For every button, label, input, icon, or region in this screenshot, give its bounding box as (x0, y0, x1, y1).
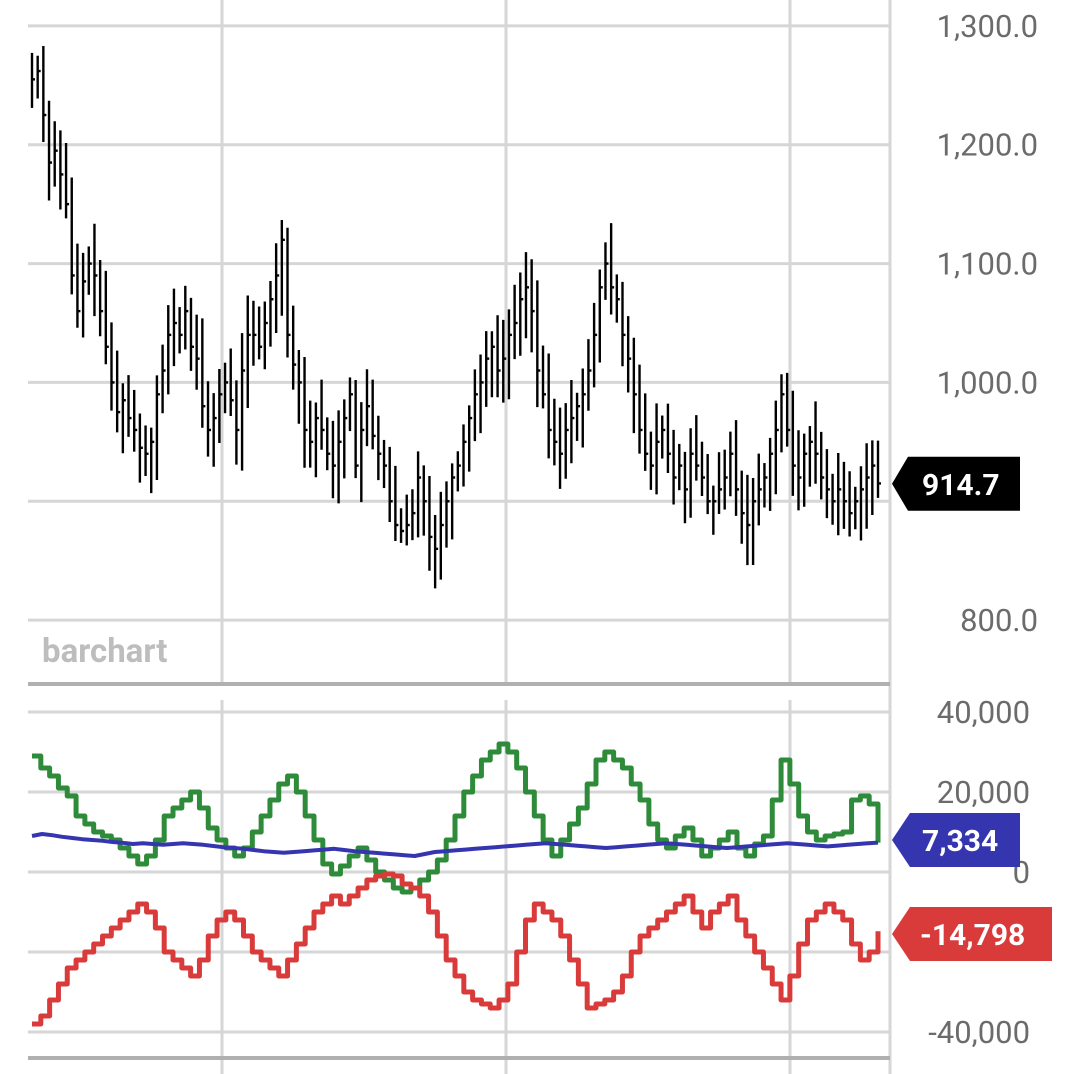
red-series-badge-label: -14,798 (920, 918, 1025, 953)
price-tick-label: 1,200.0 (937, 127, 1038, 164)
blue-series-badge: 7,334 (892, 813, 1020, 867)
cot-tick-label: -40,000 (928, 1014, 1030, 1051)
average-line (31, 832, 879, 858)
price-tick-label: 1,300.0 (937, 8, 1038, 45)
red-series-badge-shape (892, 907, 1052, 961)
price-tick-label: 1,000.0 (937, 364, 1038, 401)
price-tick-label: 800.0 (960, 602, 1038, 639)
last-price-label: 914.7 (922, 468, 1000, 503)
price-axis-ticks: 1,300.0 1,200.0 1,100.0 1,000.0 800.0 (937, 8, 1038, 639)
price-tick-label: 1,100.0 (937, 246, 1038, 283)
blue-series-badge-label: 7,334 (922, 824, 998, 859)
net-short-line (32, 871, 881, 1027)
cot-tick-label: 20,000 (937, 774, 1030, 811)
last-price-badge-shape (892, 456, 1020, 511)
cot-series-lines (31, 741, 881, 1027)
cot-tick-label: 40,000 (937, 694, 1030, 731)
blue-series-badge-shape (892, 813, 1020, 867)
last-price-badge: 914.7 (892, 456, 1020, 511)
cot-gridlines (28, 700, 890, 1074)
barchart-watermark: barchart (42, 632, 167, 671)
red-series-badge: -14,798 (892, 907, 1052, 961)
price-ohlc-bars (30, 45, 881, 589)
net-long-line (32, 741, 881, 895)
